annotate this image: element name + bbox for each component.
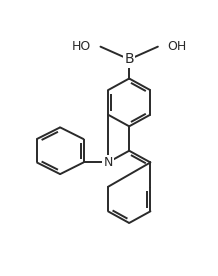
Text: N: N (103, 156, 113, 169)
Text: B: B (124, 52, 134, 67)
Text: HO: HO (72, 40, 91, 53)
Text: OH: OH (167, 40, 187, 53)
